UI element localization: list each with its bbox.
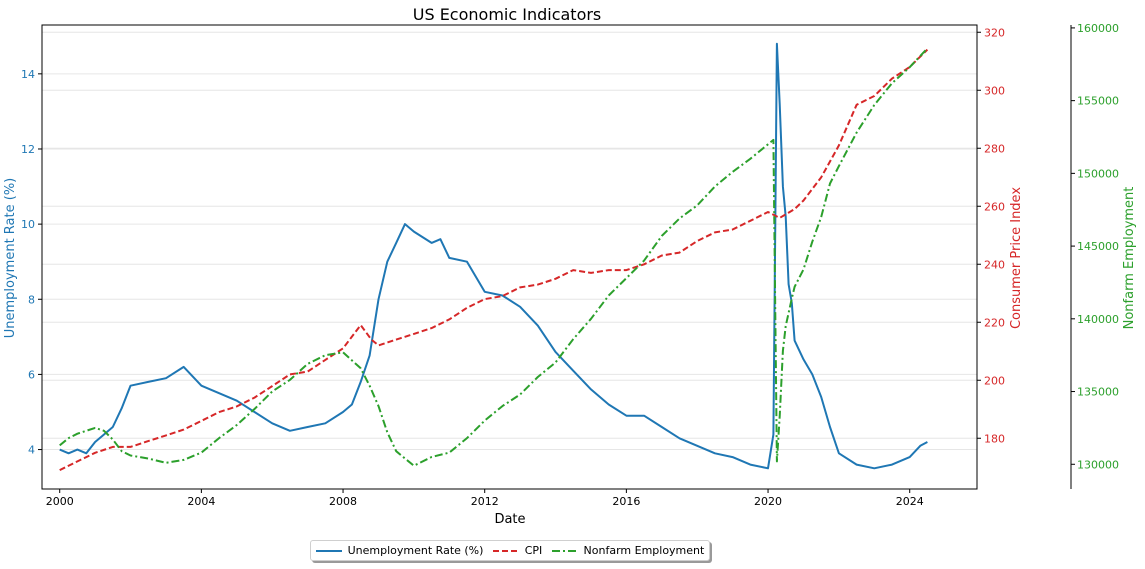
- legend-item-unemployment: Unemployment Rate (%): [315, 544, 484, 557]
- x-axis: 2000 2004 2008 2012 2016 2020 2024: [46, 489, 924, 508]
- x-tick-label: 2016: [612, 495, 640, 508]
- legend-label-cpi: CPI: [524, 544, 543, 557]
- series-lines: [59, 42, 929, 471]
- employment-axis-label: Nonfarm Employment: [1122, 187, 1137, 330]
- x-tick-label: 2020: [754, 495, 782, 508]
- unemployment-tick-label: 12: [21, 143, 35, 156]
- unemployment-tick-label: 10: [21, 218, 35, 231]
- chart-title: US Economic Indicators: [413, 5, 602, 24]
- unemployment-tick-label: 4: [28, 444, 35, 457]
- cpi-tick-label: 260: [984, 200, 1005, 213]
- x-tick-label: 2008: [329, 495, 357, 508]
- legend-label-unemployment: Unemployment Rate (%): [347, 544, 484, 557]
- cpi-tick-label: 180: [984, 432, 1005, 445]
- plot-frame: [41, 24, 978, 490]
- employment-tick-label: 135000: [1077, 386, 1119, 399]
- cpi-tick-label: 220: [984, 316, 1005, 329]
- cpi-tick-label: 280: [984, 142, 1005, 155]
- x-tick-label: 2012: [471, 495, 499, 508]
- cpi-tick-label: 200: [984, 374, 1005, 387]
- x-axis-label: Date: [494, 512, 525, 527]
- cpi-axis: 180 200 220 240 260 280 300 320: [977, 26, 1005, 445]
- unemployment-axis: 4 6 8 10 12 14: [21, 68, 42, 457]
- cpi-tick-label: 320: [984, 26, 1005, 39]
- legend-item-cpi: CPI: [492, 544, 543, 557]
- employment-line: [59, 47, 929, 467]
- legend-label-employment: Nonfarm Employment: [583, 544, 705, 557]
- x-tick-label: 2000: [46, 495, 74, 508]
- employment-tick-label: 155000: [1077, 95, 1119, 108]
- cpi-line: [59, 48, 929, 471]
- legend-swatch-solid: [315, 549, 342, 552]
- chart-legend: Unemployment Rate (%) CPI Nonfarm Employ…: [310, 540, 710, 561]
- cpi-tick-label: 240: [984, 258, 1005, 271]
- unemployment-tick-label: 6: [28, 368, 35, 381]
- employment-tick-label: 150000: [1077, 167, 1119, 180]
- employment-axis: 130000 135000 140000 145000 150000 155000 1600…: [1070, 22, 1119, 489]
- unemployment-tick-label: 14: [21, 68, 35, 81]
- employment-tick-label: 140000: [1077, 313, 1119, 326]
- x-tick-label: 2024: [896, 495, 924, 508]
- unemployment-line: [59, 42, 928, 470]
- legend-swatch-dashed: [492, 549, 519, 552]
- x-tick-label: 2004: [187, 495, 215, 508]
- employment-tick-label: 130000: [1077, 458, 1119, 471]
- unemployment-axis-label: Unemployment Rate (%): [3, 178, 18, 339]
- cpi-tick-label: 300: [984, 84, 1005, 97]
- legend-item-employment: Nonfarm Employment: [551, 544, 705, 557]
- legend-swatch-dashdot: [551, 549, 578, 552]
- unemployment-tick-label: 8: [28, 293, 35, 306]
- grid-lines: [42, 31, 977, 451]
- employment-tick-label: 160000: [1077, 22, 1119, 35]
- employment-tick-label: 145000: [1077, 240, 1119, 253]
- cpi-axis-label: Consumer Price Index: [1009, 187, 1024, 329]
